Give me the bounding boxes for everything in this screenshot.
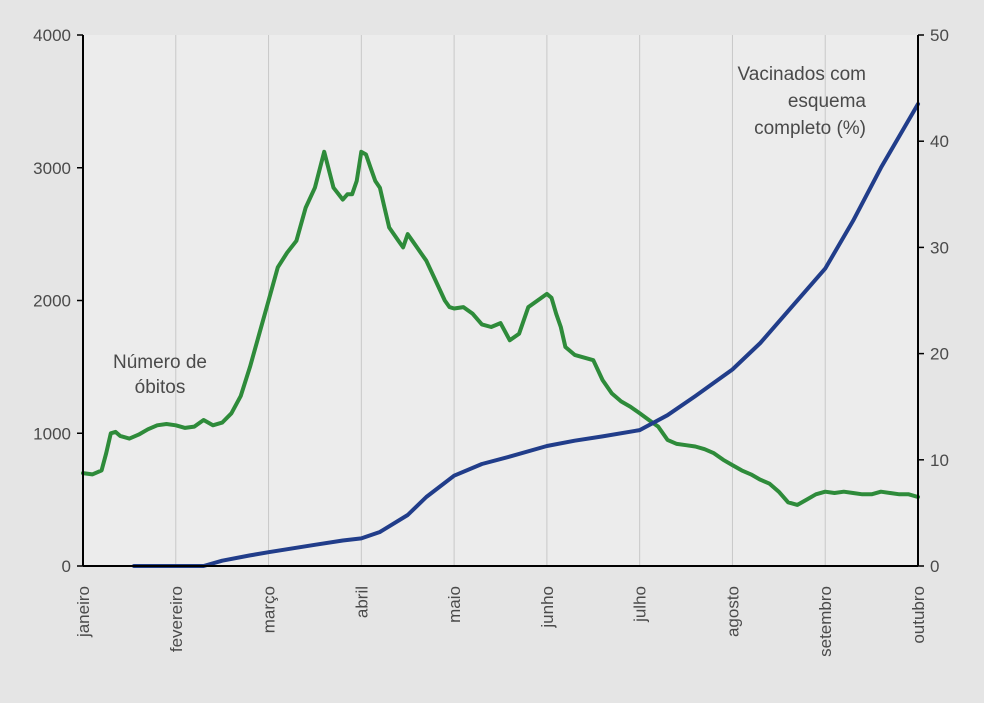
x-tick-label-junho: junho [538,586,557,629]
x-tick-label-março: março [260,586,279,633]
x-tick-label-maio: maio [445,586,464,623]
right-tick-label: 0 [930,557,939,576]
annotation-obitos: óbitos [135,377,186,398]
left-tick-label: 0 [62,557,71,576]
x-tick-label-janeiro: janeiro [74,586,93,638]
x-tick-label-julho: julho [631,586,650,623]
left-tick-label: 1000 [33,424,71,443]
right-tick-label: 50 [930,26,949,45]
left-tick-label: 2000 [33,292,71,311]
right-tick-label: 40 [930,132,949,151]
right-tick-label: 20 [930,345,949,364]
x-tick-label-agosto: agosto [723,586,742,637]
x-tick-label-outubro: outubro [909,586,928,644]
plot-area [83,35,918,566]
series-line-obitos [81,149,920,507]
annotation-obitos: Número de [113,352,207,373]
x-tick-label-abril: abril [352,586,371,618]
left-tick-label: 4000 [33,26,71,45]
x-tick-label-fevereiro: fevereiro [167,586,186,652]
right-tick-label: 10 [930,451,949,470]
annotation-vacinados: Vacinados com [738,64,867,85]
annotation-vacinados: esquema [788,91,867,112]
x-tick-label-setembro: setembro [816,586,835,657]
series-line-vacinados [132,102,920,568]
annotation-vacinados: completo (%) [754,118,866,139]
left-tick-label: 3000 [33,159,71,178]
right-tick-label: 30 [930,238,949,257]
